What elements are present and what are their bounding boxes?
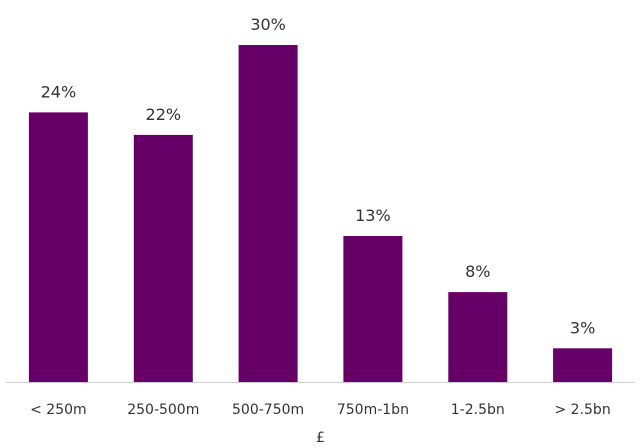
x-axis-label: £ (316, 430, 325, 446)
x-tick-label: < 250m (30, 402, 87, 418)
x-tick-label: 250-500m (127, 402, 199, 418)
bar-value-label: 22% (146, 105, 182, 124)
x-tick-label: 750m-1bn (337, 402, 409, 418)
bar (28, 112, 88, 383)
x-tick-label: 500-750m (232, 402, 304, 418)
value-label-group: 24% 22% 30% 13% 8% 3% (41, 15, 596, 337)
x-tick-label-group: < 250m 250-500m 500-750m 750m-1bn 1-2.5bn > 2… (30, 402, 611, 418)
bar-value-label: 13% (355, 206, 391, 225)
x-tick-label: 1-2.5bn (451, 402, 505, 418)
bar (238, 45, 298, 382)
bar-value-label: 30% (250, 15, 286, 34)
bar (448, 292, 508, 382)
bar-value-label: 24% (41, 82, 77, 101)
x-tick-label: > 2.5bn (554, 402, 610, 418)
bar-value-label: 8% (465, 262, 490, 281)
bar-value-label: 3% (570, 318, 595, 337)
bar-group (28, 45, 613, 383)
bar (343, 236, 403, 382)
bar (133, 134, 193, 382)
bar (553, 348, 613, 382)
